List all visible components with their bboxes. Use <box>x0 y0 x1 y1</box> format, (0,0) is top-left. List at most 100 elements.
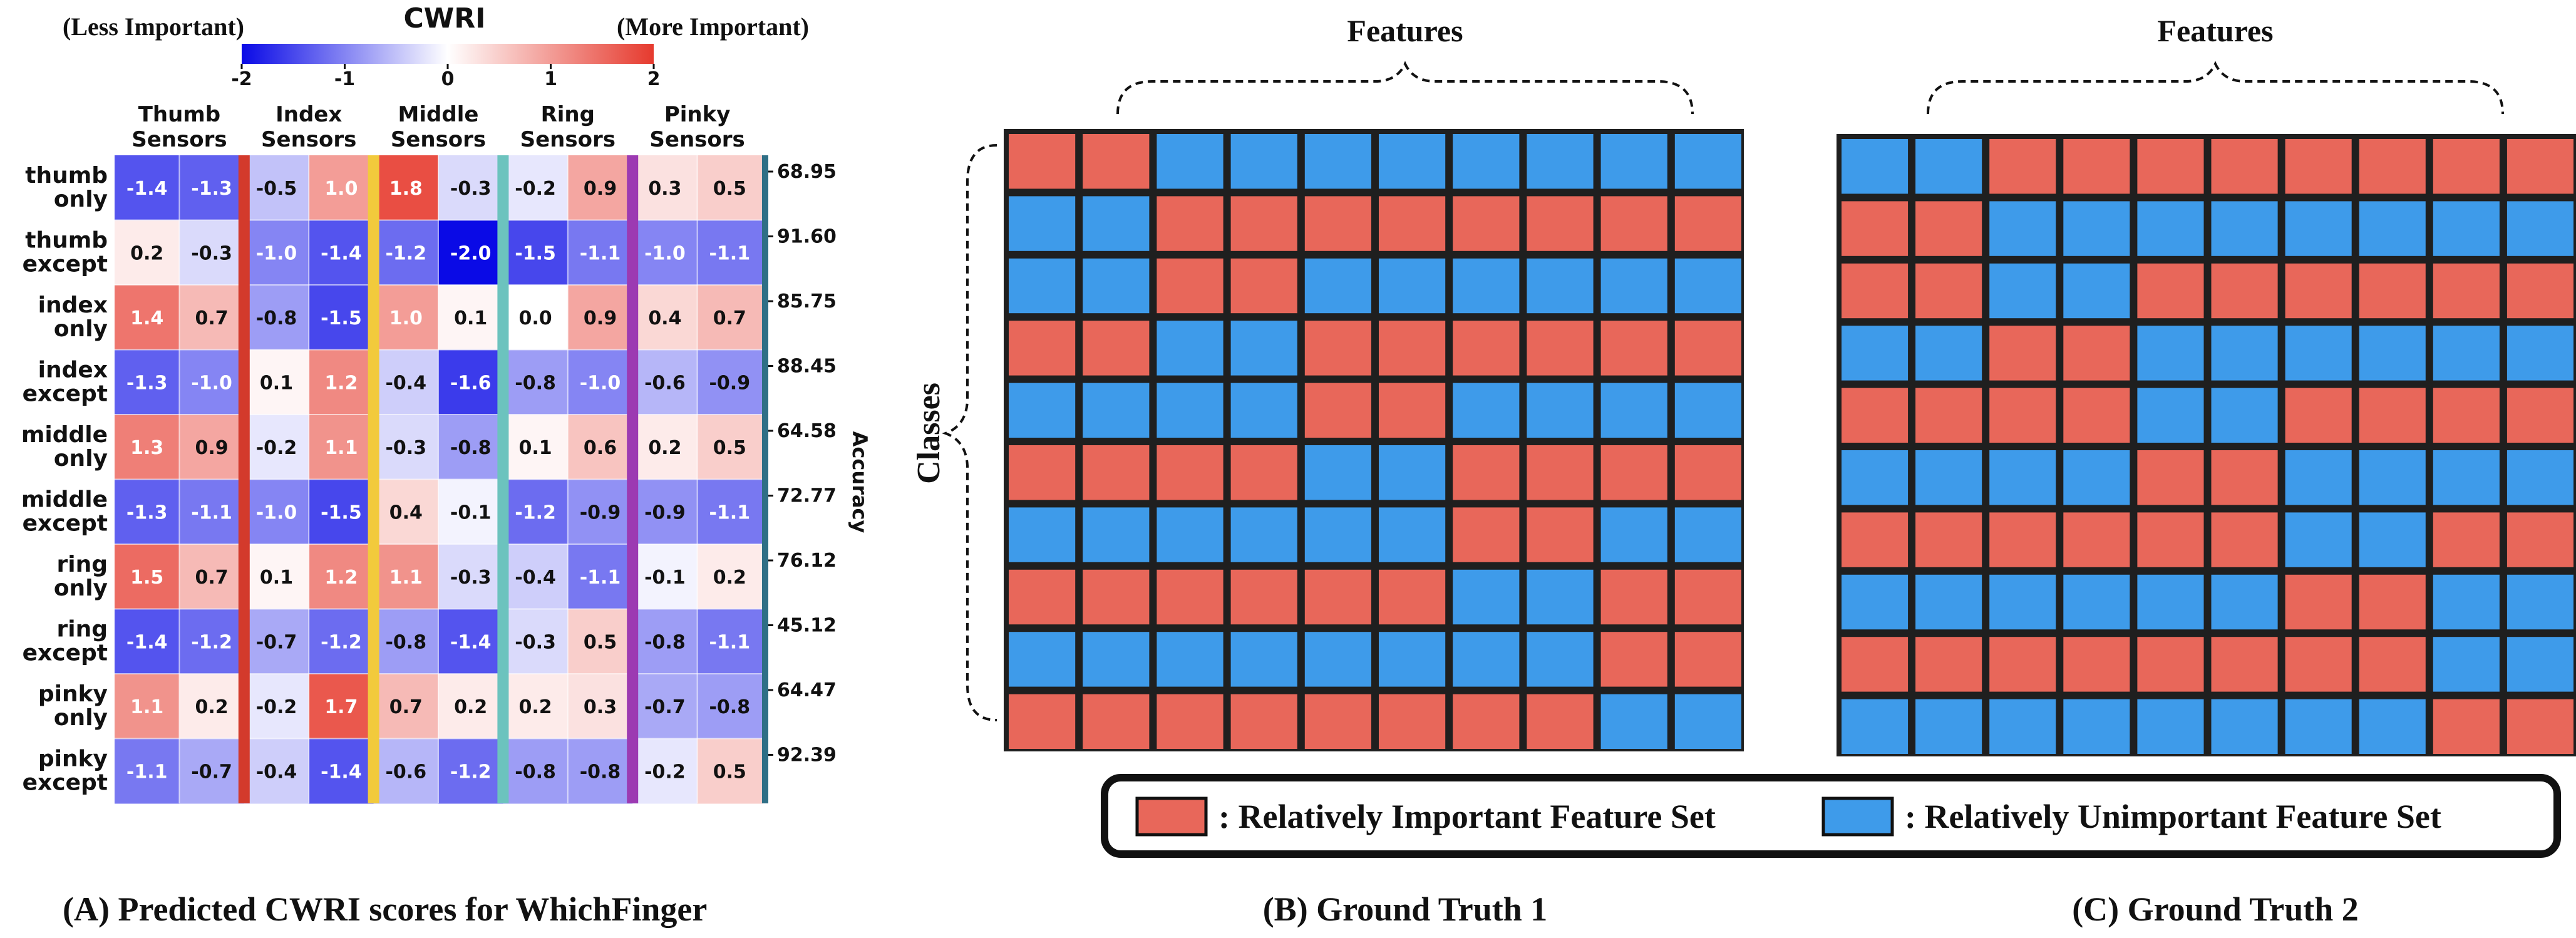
cell-unimportant <box>2285 699 2352 754</box>
cell-important <box>2137 512 2204 567</box>
cell-important <box>2285 388 2352 443</box>
cell-important <box>1674 445 1741 500</box>
heatmap-cell-value: 0.7 <box>195 567 229 589</box>
cell-important <box>2433 139 2500 194</box>
cell-important <box>1304 569 1371 625</box>
heatmap-cell <box>503 220 569 286</box>
cell-important <box>1453 507 1520 562</box>
cell-important <box>1527 445 1594 500</box>
heatmap-cell <box>438 155 503 220</box>
heatmap-cell <box>503 738 569 804</box>
heatmap-cell <box>438 220 503 286</box>
cell-important <box>2359 388 2426 443</box>
legend: : Relatively Important Feature Set : Rel… <box>1101 774 2561 858</box>
panel-b-grid <box>1004 129 1744 751</box>
heatmap-cell <box>632 220 698 286</box>
heatmap-cell-value: 0.2 <box>648 437 681 459</box>
cell-important <box>2137 263 2204 319</box>
heatmap-cell <box>697 285 763 350</box>
row-label: index <box>38 357 108 383</box>
column-group-label: Middle <box>398 102 479 127</box>
heatmap-cell-value: -1.1 <box>580 242 621 264</box>
row-label: thumb <box>25 163 108 188</box>
heatmap-cell <box>697 674 763 739</box>
heatmap-cell-value: -0.2 <box>256 437 297 459</box>
heatmap-cell-value: 1.2 <box>324 567 358 589</box>
heatmap-cell-value: 1.7 <box>324 696 358 718</box>
cell-unimportant <box>2137 388 2204 443</box>
cell-unimportant <box>1230 507 1297 562</box>
heatmap-cell-value: 1.1 <box>389 567 423 589</box>
row-label: ring <box>57 616 108 642</box>
heatmap-cell-value: 1.3 <box>130 437 163 459</box>
accuracy-value: 92.39 <box>777 745 837 766</box>
heatmap-cell <box>309 738 374 804</box>
heatmap-cell-value: -0.3 <box>191 242 232 264</box>
cell-unimportant <box>2211 201 2278 256</box>
heatmap-cell-value: -0.2 <box>256 696 297 718</box>
colorbar-ticks: -2 -1 0 1 2 <box>231 64 660 90</box>
heatmap-cell <box>632 285 698 350</box>
cell-unimportant <box>1989 450 2056 505</box>
heatmap-cell-value: -0.6 <box>644 372 686 394</box>
cell-important <box>1989 512 2056 567</box>
heatmap-cell <box>244 415 309 480</box>
accuracy-axis-label: Accuracy <box>848 431 872 533</box>
cell-unimportant <box>1842 450 1909 505</box>
cell-unimportant <box>1527 134 1594 189</box>
heatmap-cell <box>632 609 698 674</box>
cell-unimportant <box>1379 632 1446 687</box>
cell-unimportant <box>1842 699 1909 754</box>
heatmap-cell <box>115 285 180 350</box>
heatmap-cell <box>503 479 569 545</box>
cell-unimportant <box>1600 694 1667 749</box>
heatmap-cell <box>438 544 503 609</box>
heatmap-cell <box>567 544 633 609</box>
cell-important <box>2506 263 2573 319</box>
row-label: except <box>23 251 108 277</box>
heatmap-cell <box>373 285 439 350</box>
heatmap-cell <box>438 609 503 674</box>
panel-b-caption: (B) Ground Truth 1 <box>1263 890 1548 928</box>
heatmap-cell-value: -0.8 <box>385 631 426 653</box>
panel-a-caption: (A) Predicted CWRI scores for WhichFinge… <box>63 890 707 928</box>
accuracy-value: 64.47 <box>777 679 837 701</box>
heatmap-cell-value: 1.8 <box>389 178 423 200</box>
cell-important <box>2211 263 2278 319</box>
heatmap-cell <box>567 674 633 739</box>
heatmap-cell-value: -0.2 <box>644 761 686 783</box>
heatmap-cell <box>567 415 633 480</box>
cell-unimportant <box>1304 258 1371 314</box>
row-label: except <box>23 640 108 666</box>
cell-important <box>1600 321 1667 376</box>
accuracy-value: 72.77 <box>777 485 837 507</box>
heatmap-cell <box>503 674 569 739</box>
cell-important <box>2063 637 2130 692</box>
heatmap-cell <box>503 349 569 415</box>
heatmap-cell-value: -0.1 <box>644 567 686 589</box>
cell-important <box>1009 569 1076 625</box>
sensor-group-strip <box>627 155 639 803</box>
heatmap-cell-value: -1.2 <box>515 502 556 523</box>
cell-important <box>1304 321 1371 376</box>
heatmap-cell <box>179 349 245 415</box>
heatmap-cell <box>503 285 569 350</box>
cell-unimportant <box>1915 699 1982 754</box>
cell-unimportant <box>1674 258 1741 314</box>
heatmap-cell <box>115 155 180 220</box>
cell-important <box>2211 139 2278 194</box>
heatmap-cell-value: -0.3 <box>450 567 492 589</box>
cell-unimportant <box>1674 507 1741 562</box>
colorbar-tick-label: -2 <box>231 68 252 90</box>
cell-unimportant <box>1842 139 1909 194</box>
cell-important <box>1083 134 1150 189</box>
heatmap-cell-value: -1.5 <box>515 242 556 264</box>
cell-important <box>1379 321 1446 376</box>
cell-important <box>1915 512 1982 567</box>
heatmap-cell-value: 0.3 <box>584 696 617 718</box>
heatmap-cell-value: 1.1 <box>130 696 163 718</box>
accuracy-value: 45.12 <box>777 615 837 637</box>
cell-unimportant <box>1600 507 1667 562</box>
panel-b-classes-brace <box>942 144 997 721</box>
cell-unimportant <box>1304 134 1371 189</box>
